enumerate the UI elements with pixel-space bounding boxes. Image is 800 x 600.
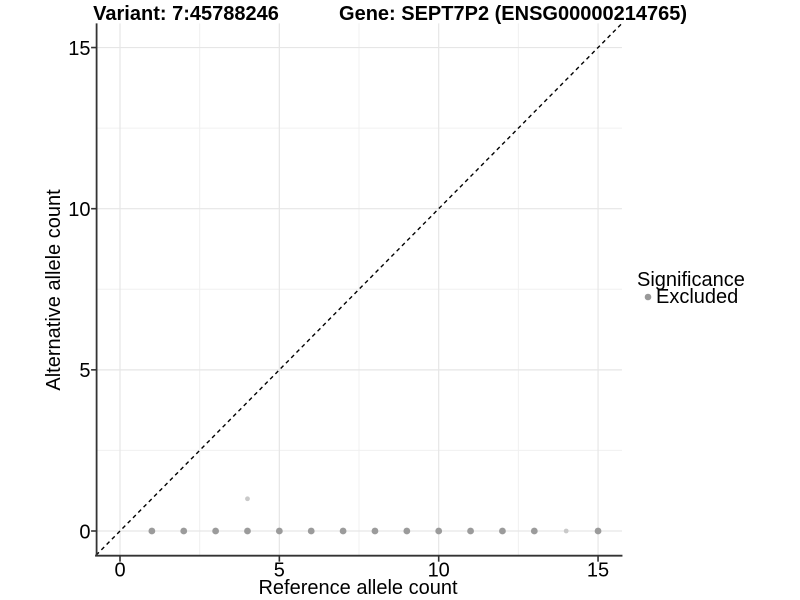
data-point: [403, 527, 411, 535]
data-point: [148, 527, 156, 535]
grid-minor-layer: [96, 23, 622, 556]
data-point: [307, 527, 315, 535]
identity-line: [95, 22, 623, 556]
data-point: [244, 527, 251, 535]
data-point: [212, 527, 220, 535]
data-point: [339, 527, 347, 535]
y-tick-label: 0: [79, 521, 90, 543]
data-point: [371, 527, 379, 535]
x-tick-labels-layer: 0 5 10 15: [114, 560, 609, 582]
points-layer: [148, 496, 602, 535]
legend-item-excluded: Excluded: [656, 286, 738, 308]
y-axis-title: Alternative allele count: [43, 189, 65, 391]
data-point: [499, 527, 506, 535]
y-tick-label: 15: [68, 38, 90, 60]
data-point: [435, 527, 443, 535]
x-tick-label: 5: [274, 560, 285, 582]
x-axis-title: Reference allele count: [258, 577, 457, 599]
data-point: [594, 527, 602, 535]
y-tick-label: 5: [79, 360, 90, 382]
plot-title-gene: Gene: SEPT7P2 (ENSG00000214765): [339, 3, 687, 25]
x-ticks-layer: [119, 556, 599, 562]
y-tick-label: 10: [68, 199, 90, 221]
x-tick-label: 15: [587, 560, 609, 582]
y-tick-labels-layer: 0 5 10 15: [68, 38, 90, 543]
data-point: [245, 496, 250, 502]
legend: Significance Excluded: [637, 269, 745, 308]
axes-layer: [95, 23, 623, 557]
data-point: [275, 527, 283, 535]
data-point: [563, 528, 569, 534]
legend-point-icon: [644, 293, 652, 301]
y-ticks-layer: [91, 46, 97, 532]
legend-title: Significance: [637, 269, 745, 291]
data-point: [180, 527, 188, 535]
data-point: [530, 527, 538, 535]
plot-title-variant: Variant: 7:45788246: [93, 3, 279, 25]
x-tick-label: 0: [114, 560, 125, 582]
data-point: [467, 527, 474, 535]
x-tick-label: 10: [428, 560, 450, 582]
